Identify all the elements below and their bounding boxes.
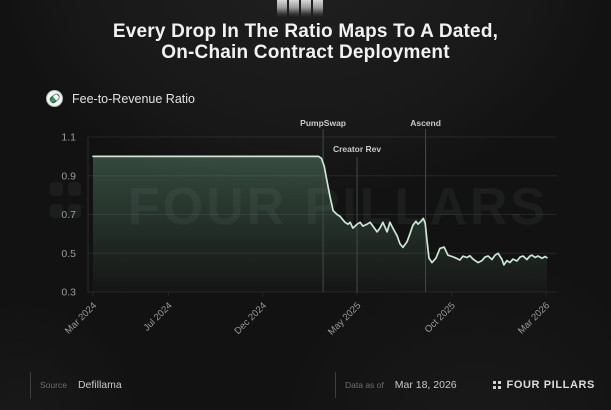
footer-source: Source Defillama	[30, 372, 122, 398]
x-tick-label: Oct 2025	[423, 300, 458, 335]
x-tick-label: May 2025	[326, 300, 363, 337]
logo-bar	[277, 0, 287, 17]
source-value: Defillama	[77, 379, 122, 391]
title-line-2: On-Chain Contract Deployment	[161, 41, 450, 63]
ratio-line	[92, 155, 548, 266]
annotation-label: PumpSwap	[300, 118, 346, 128]
x-tick-label: Mar 2024	[63, 300, 99, 336]
asof-value: Mar 18, 2026	[394, 379, 457, 391]
title-line-1: Every Drop In The Ratio Maps To A Dated,	[112, 21, 499, 42]
four-pillars-brand: FOUR PILLARS	[492, 372, 595, 398]
y-tick-label: 1.1	[61, 132, 76, 144]
watermark-dot	[50, 204, 63, 218]
x-tick-label: Dec 2024	[232, 300, 269, 337]
y-tick-label: 0.9	[61, 170, 76, 182]
watermark-dot	[68, 204, 81, 218]
y-tick-label: 0.3	[61, 287, 76, 299]
y-tick-label: 0.5	[61, 248, 76, 260]
annotation-ascend: Ascend	[410, 118, 441, 292]
footer-data-as-of: Data as of Mar 18, 2026	[335, 372, 457, 398]
area-fill	[93, 156, 547, 292]
asof-label: Data as of	[345, 380, 384, 390]
chart-legend: Fee-to-Revenue Ratio	[46, 90, 195, 107]
four-pillars-dots-icon	[492, 381, 501, 389]
x-tick-label: Jul 2024	[141, 300, 174, 333]
watermark-dot	[68, 182, 81, 196]
source-label: Source	[40, 380, 67, 390]
y-tick-label: 0.7	[61, 209, 76, 221]
watermark-text: FOUR PILLARS	[128, 178, 548, 236]
annotation-pumpswap: PumpSwap	[300, 118, 346, 292]
pillars-logo-bars	[277, 0, 323, 17]
annotation-label: Ascend	[410, 118, 441, 128]
watermark-dot	[50, 182, 63, 196]
page-title: Every Drop In The Ratio Maps To A Dated,…	[0, 21, 611, 63]
annotation-label: Creator Rev	[333, 144, 381, 154]
legend-label: Fee-to-Revenue Ratio	[72, 91, 195, 106]
logo-bar	[289, 0, 299, 17]
logo-bar	[301, 0, 311, 17]
x-tick-label: Mar 2026	[516, 300, 552, 336]
brand-name: FOUR PILLARS	[506, 379, 595, 391]
pill-icon	[46, 90, 63, 107]
four-pillars-watermark: FOUR PILLARS	[50, 178, 548, 236]
logo-bar	[313, 0, 323, 17]
